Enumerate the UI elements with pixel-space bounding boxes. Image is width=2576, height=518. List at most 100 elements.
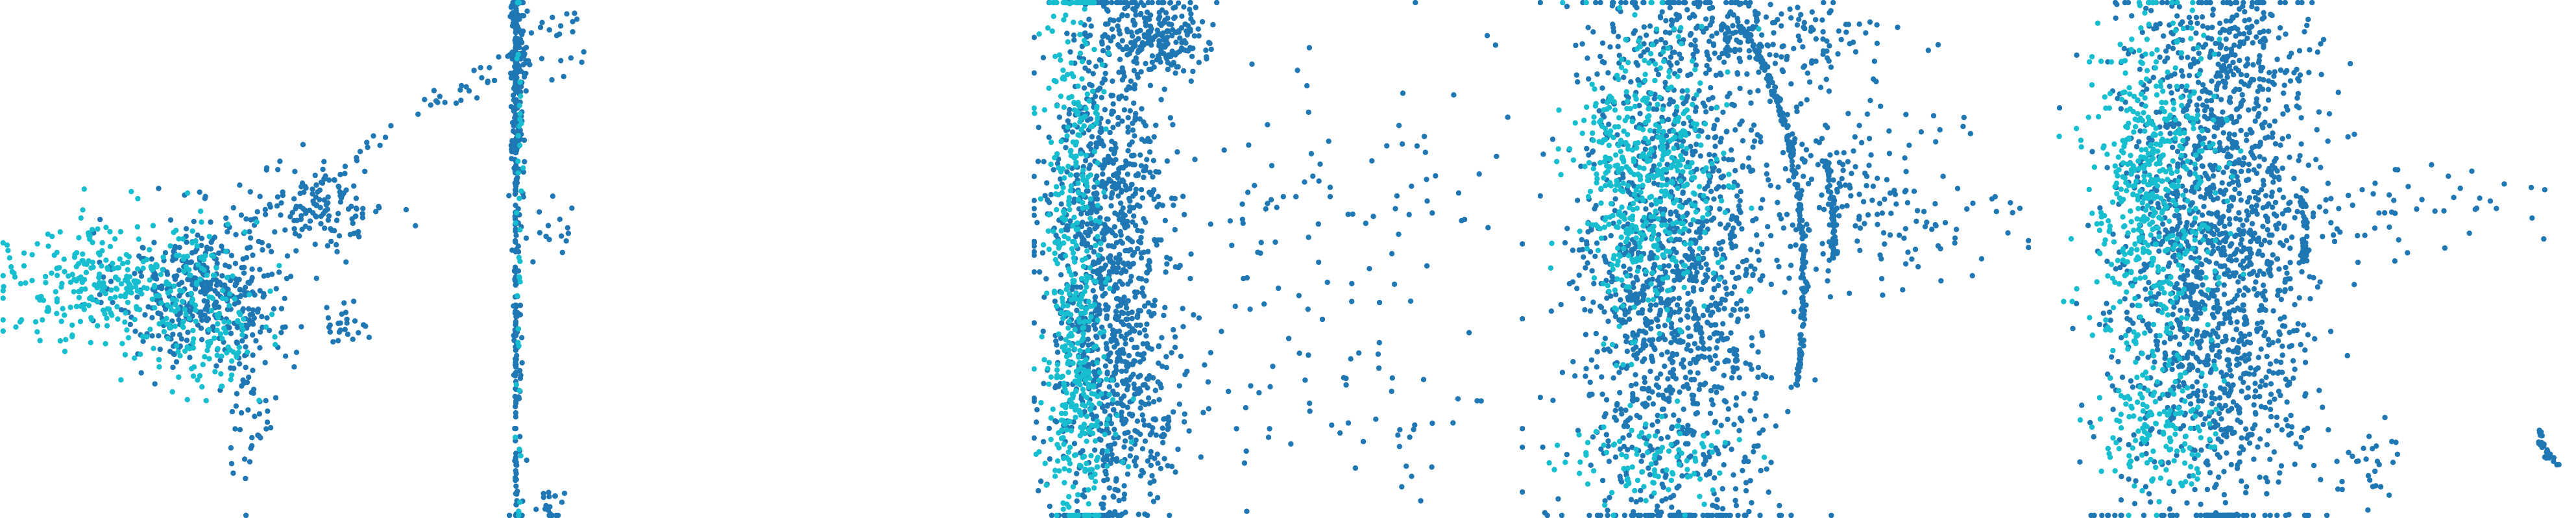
- data-point: [1207, 40, 1213, 47]
- data-point: [1104, 463, 1110, 469]
- data-point: [513, 314, 519, 319]
- data-point: [1067, 218, 1073, 224]
- data-point: [1674, 302, 1681, 308]
- data-point: [1054, 103, 1060, 109]
- data-point: [1191, 33, 1197, 39]
- data-point: [1131, 359, 1137, 365]
- data-point: [171, 283, 177, 289]
- data-point: [517, 116, 523, 122]
- data-point: [1079, 76, 1085, 82]
- data-point: [1052, 418, 1058, 424]
- data-point: [533, 506, 539, 512]
- data-point: [1121, 491, 1128, 497]
- data-point: [193, 238, 199, 244]
- data-point: [555, 512, 561, 518]
- data-point: [149, 256, 154, 262]
- data-point: [366, 334, 372, 340]
- data-point: [1090, 71, 1096, 77]
- data-point: [557, 23, 564, 29]
- data-point: [156, 364, 162, 370]
- data-point: [200, 285, 207, 291]
- data-point: [1712, 135, 1718, 141]
- data-point: [1042, 460, 1048, 467]
- data-point: [1695, 356, 1701, 362]
- data-point: [1737, 415, 1743, 421]
- data-point: [1098, 437, 1104, 443]
- data-point: [1170, 409, 1176, 415]
- data-point: [1089, 123, 1095, 130]
- data-point: [5, 247, 11, 254]
- data-point: [1123, 187, 1129, 193]
- data-point: [524, 457, 529, 463]
- data-point: [1104, 476, 1110, 482]
- data-point: [1694, 269, 1700, 275]
- data-point: [581, 49, 587, 55]
- data-point: [1082, 494, 1088, 500]
- data-point: [1141, 32, 1147, 38]
- data-point: [359, 211, 365, 217]
- data-point: [1058, 417, 1064, 423]
- data-point: [1137, 12, 1143, 18]
- data-point: [1579, 237, 1585, 243]
- data-point: [297, 190, 303, 197]
- data-point: [1075, 189, 1082, 195]
- data-point: [1645, 321, 1651, 327]
- data-point: [1082, 288, 1088, 295]
- data-point: [223, 296, 229, 302]
- data-point: [1105, 304, 1111, 310]
- data-point: [1261, 301, 1267, 307]
- data-point: [1768, 281, 1774, 288]
- data-point: [1086, 299, 1091, 304]
- data-point: [1058, 93, 1064, 99]
- data-point: [176, 253, 182, 258]
- data-point: [1102, 193, 1108, 200]
- data-point: [1060, 455, 1067, 462]
- data-point: [327, 329, 333, 335]
- data-point: [515, 170, 521, 176]
- data-point: [1135, 351, 1141, 357]
- data-point: [1172, 334, 1178, 340]
- data-point: [1100, 48, 1106, 54]
- data-point: [1708, 312, 1714, 318]
- data-point: [1367, 265, 1372, 272]
- data-point: [1119, 118, 1125, 124]
- series-2: [1032, 0, 1136, 518]
- data-point: [1735, 512, 1741, 518]
- data-point: [195, 232, 200, 238]
- data-point: [1728, 330, 1734, 336]
- data-point: [1101, 495, 1107, 500]
- data-point: [45, 231, 51, 237]
- data-point: [1125, 463, 1132, 470]
- data-point: [1133, 437, 1139, 443]
- data-point: [519, 335, 525, 341]
- data-point: [194, 243, 200, 249]
- data-point: [293, 349, 300, 355]
- data-point: [213, 265, 219, 271]
- data-point: [156, 186, 162, 191]
- data-point: [1089, 402, 1095, 408]
- data-point: [1249, 61, 1255, 68]
- data-point: [257, 193, 263, 199]
- data-point: [1065, 361, 1071, 367]
- data-point: [1687, 360, 1694, 367]
- data-point: [1229, 242, 1235, 249]
- data-point: [1701, 382, 1707, 388]
- data-point: [1756, 257, 1762, 263]
- data-point: [1106, 352, 1112, 358]
- data-point: [1735, 264, 1741, 270]
- data-point: [1071, 99, 1077, 106]
- data-point: [351, 183, 357, 189]
- data-point: [1623, 407, 1629, 413]
- data-point: [1538, 0, 1543, 6]
- data-point: [1694, 410, 1701, 416]
- data-point: [1062, 410, 1069, 417]
- data-point: [1308, 151, 1315, 156]
- data-point: [1286, 336, 1292, 341]
- data-point: [1775, 199, 1780, 206]
- data-point: [1765, 224, 1771, 230]
- data-point: [228, 330, 234, 336]
- data-point: [1137, 473, 1144, 479]
- data-point: [282, 295, 287, 301]
- data-point: [1599, 478, 1606, 484]
- data-point: [1058, 290, 1065, 295]
